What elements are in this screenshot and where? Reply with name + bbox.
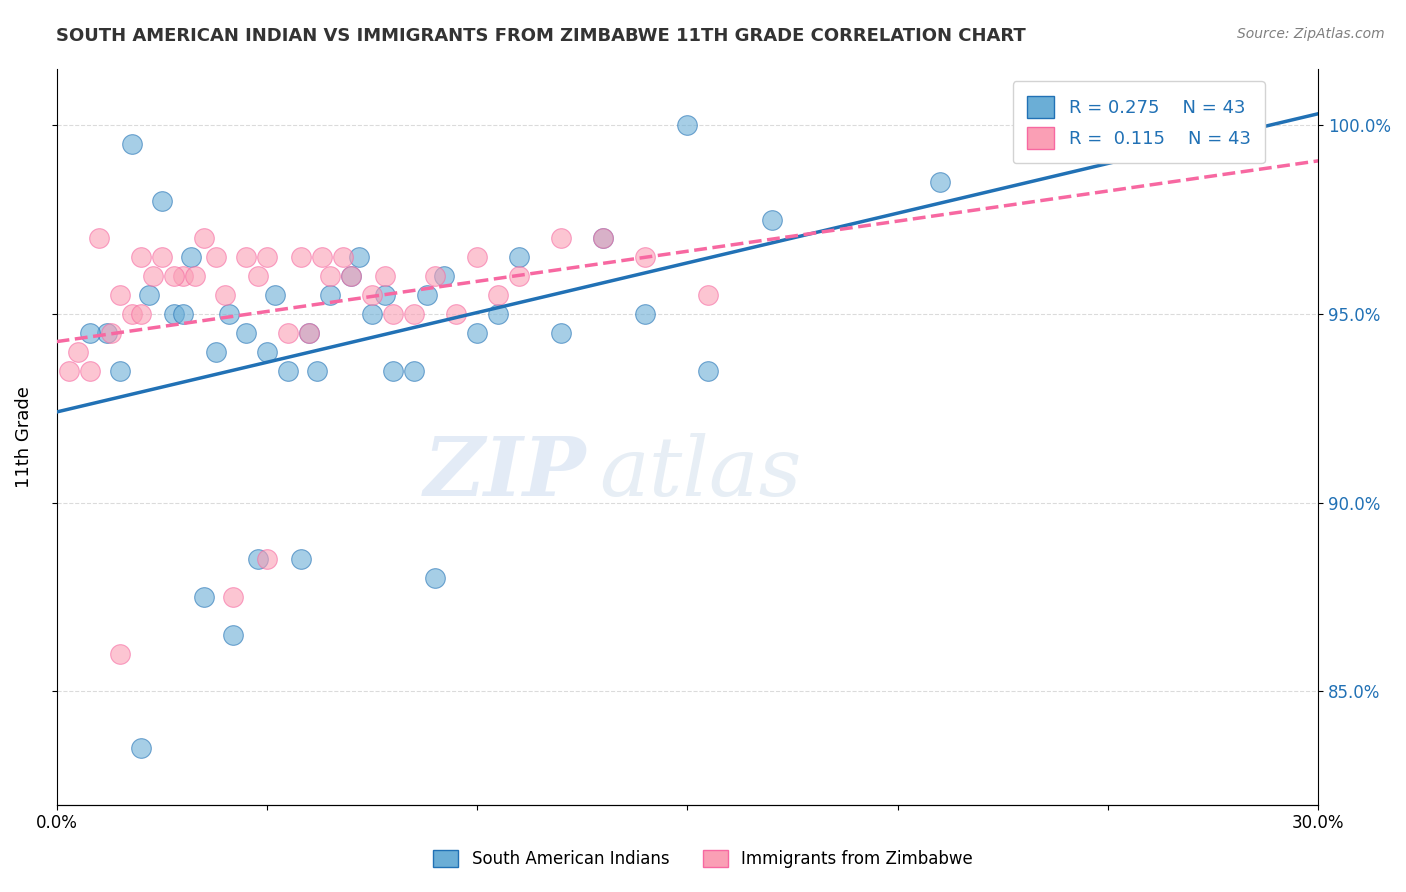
Point	[676, 118, 699, 132]
Point	[108, 288, 131, 302]
Point	[307, 363, 329, 377]
Point	[382, 363, 405, 377]
Point	[761, 212, 783, 227]
Point	[404, 363, 426, 377]
Point	[138, 288, 160, 302]
Legend: South American Indians, Immigrants from Zimbabwe: South American Indians, Immigrants from …	[426, 843, 980, 875]
Point	[256, 344, 278, 359]
Point	[172, 307, 194, 321]
Point	[66, 344, 89, 359]
Point	[444, 307, 467, 321]
Point	[592, 231, 614, 245]
Point	[697, 363, 720, 377]
Point	[508, 250, 530, 264]
Point	[423, 269, 446, 284]
Point	[550, 326, 572, 340]
Point	[218, 307, 240, 321]
Point	[163, 307, 186, 321]
Point	[508, 269, 530, 284]
Point	[129, 250, 152, 264]
Point	[235, 326, 257, 340]
Point	[634, 307, 657, 321]
Text: Source: ZipAtlas.com: Source: ZipAtlas.com	[1237, 27, 1385, 41]
Point	[374, 269, 396, 284]
Point	[550, 231, 572, 245]
Point	[222, 628, 245, 642]
Point	[349, 250, 371, 264]
Text: atlas: atlas	[599, 434, 801, 514]
Point	[1118, 99, 1140, 113]
Point	[172, 269, 194, 284]
Point	[96, 326, 118, 340]
Point	[423, 571, 446, 585]
Point	[222, 590, 245, 604]
Point	[184, 269, 207, 284]
Point	[129, 741, 152, 756]
Point	[340, 269, 363, 284]
Point	[180, 250, 202, 264]
Point	[697, 288, 720, 302]
Legend: R = 0.275    N = 43, R =  0.115    N = 43: R = 0.275 N = 43, R = 0.115 N = 43	[1012, 81, 1265, 163]
Point	[163, 269, 186, 284]
Point	[374, 288, 396, 302]
Point	[290, 250, 312, 264]
Point	[340, 269, 363, 284]
Point	[256, 250, 278, 264]
Point	[298, 326, 321, 340]
Point	[205, 344, 228, 359]
Point	[298, 326, 321, 340]
Point	[928, 175, 950, 189]
Point	[193, 590, 215, 604]
Point	[277, 363, 299, 377]
Point	[79, 326, 101, 340]
Point	[87, 231, 110, 245]
Point	[235, 250, 257, 264]
Point	[205, 250, 228, 264]
Point	[319, 269, 342, 284]
Point	[100, 326, 122, 340]
Point	[486, 307, 509, 321]
Point	[311, 250, 333, 264]
Point	[58, 363, 80, 377]
Y-axis label: 11th Grade: 11th Grade	[15, 385, 32, 488]
Point	[150, 194, 173, 208]
Point	[634, 250, 657, 264]
Point	[319, 288, 342, 302]
Point	[129, 307, 152, 321]
Point	[108, 363, 131, 377]
Point	[79, 363, 101, 377]
Point	[361, 307, 384, 321]
Point	[108, 647, 131, 661]
Point	[332, 250, 354, 264]
Point	[486, 288, 509, 302]
Point	[121, 136, 143, 151]
Point	[290, 552, 312, 566]
Point	[214, 288, 236, 302]
Point	[415, 288, 437, 302]
Point	[592, 231, 614, 245]
Point	[382, 307, 405, 321]
Text: SOUTH AMERICAN INDIAN VS IMMIGRANTS FROM ZIMBABWE 11TH GRADE CORRELATION CHART: SOUTH AMERICAN INDIAN VS IMMIGRANTS FROM…	[56, 27, 1026, 45]
Point	[264, 288, 287, 302]
Point	[465, 326, 488, 340]
Point	[150, 250, 173, 264]
Point	[193, 231, 215, 245]
Point	[247, 552, 270, 566]
Text: ZIP: ZIP	[423, 434, 586, 514]
Point	[277, 326, 299, 340]
Point	[142, 269, 165, 284]
Point	[465, 250, 488, 264]
Point	[256, 552, 278, 566]
Point	[247, 269, 270, 284]
Point	[432, 269, 454, 284]
Point	[121, 307, 143, 321]
Point	[404, 307, 426, 321]
Point	[361, 288, 384, 302]
